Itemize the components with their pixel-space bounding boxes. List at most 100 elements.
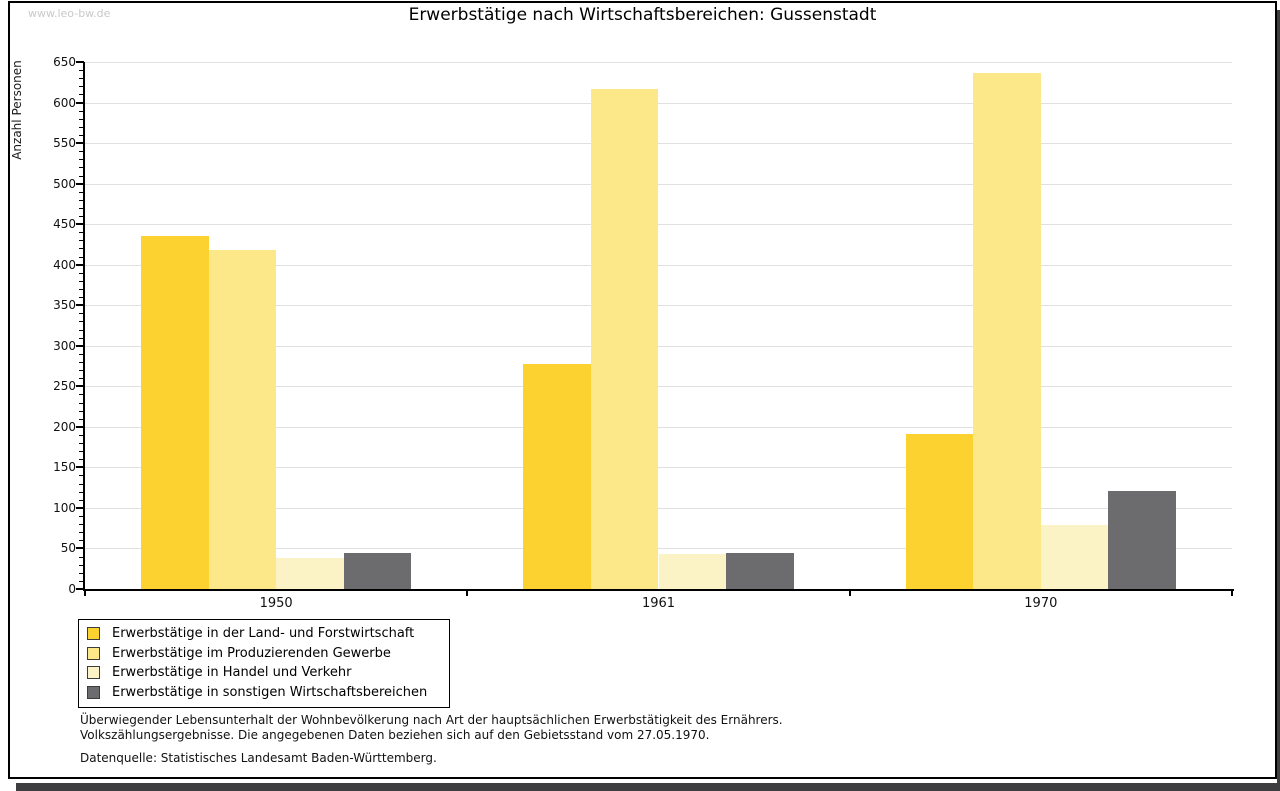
y-tick-major: [76, 223, 84, 226]
y-tick-minor: [79, 199, 84, 201]
x-tick: [466, 591, 469, 596]
gridline: [85, 426, 1232, 428]
watermark: www.leo-bw.de: [28, 7, 111, 20]
gridline: [85, 62, 1232, 63]
y-tick-minor: [79, 564, 84, 566]
y-tick-minor: [79, 248, 84, 250]
y-tick-minor: [79, 86, 84, 88]
y-tick-minor: [79, 313, 84, 315]
y-tick-label: 100: [53, 500, 76, 515]
legend-item-label: Erwerbstätige in Handel und Verkehr: [112, 665, 352, 681]
y-tick-minor: [79, 240, 84, 242]
bar-1950-series2: [208, 250, 277, 589]
y-tick-minor: [79, 434, 84, 436]
y-tick-minor: [79, 443, 84, 445]
bar-1950-series3: [276, 558, 344, 589]
x-tick: [1231, 591, 1233, 596]
y-tick-minor: [79, 370, 84, 372]
bar-1970-series2: [973, 72, 1041, 589]
legend-item: Erwerbstätige in der Land- und Forstwirt…: [87, 624, 441, 644]
y-tick-label: 550: [53, 136, 76, 151]
y-tick-minor: [79, 483, 84, 485]
y-tick-minor: [79, 499, 84, 501]
y-tick-major: [76, 466, 84, 469]
y-tick-major: [76, 304, 84, 307]
y-tick-minor: [79, 94, 84, 96]
y-tick-major: [76, 547, 84, 550]
y-tick-minor: [79, 491, 84, 493]
gridline: [85, 386, 1232, 388]
legend-item: Erwerbstätige in sonstigen Wirtschaftsbe…: [87, 683, 441, 703]
plot-area: [85, 62, 1232, 589]
y-tick-minor: [79, 126, 84, 128]
footnote-line-2: Volkszählungsergebnisse. Die angegebenen…: [80, 727, 710, 742]
y-tick-label: 50: [60, 541, 76, 556]
y-tick-minor: [79, 159, 84, 161]
chart-frame: www.leo-bw.de Erwerbstätige nach Wirtsch…: [8, 1, 1277, 779]
y-tick-minor: [79, 353, 84, 355]
y-tick-label: 200: [53, 419, 76, 434]
x-category-label: 1970: [1024, 596, 1058, 611]
y-tick-minor: [79, 451, 84, 453]
y-tick-label: 250: [53, 379, 76, 394]
gridline: [85, 224, 1232, 226]
y-tick-minor: [79, 572, 84, 574]
y-tick-label: 350: [53, 298, 76, 313]
legend: Erwerbstätige in der Land- und Forstwirt…: [78, 619, 450, 708]
legend-swatch: [87, 627, 100, 641]
y-tick-minor: [79, 134, 84, 136]
legend-item-label: Erwerbstätige im Produzierenden Gewerbe: [112, 645, 391, 661]
y-tick-minor: [79, 475, 84, 477]
x-tick: [848, 591, 851, 596]
y-tick-minor: [79, 524, 84, 526]
bar-1950-series4: [343, 553, 412, 589]
frame-shadow-bottom: [16, 783, 1280, 791]
x-axis-line: [83, 589, 1234, 591]
y-tick-label: 150: [53, 460, 76, 475]
y-tick-minor: [79, 272, 84, 274]
y-tick-major: [76, 344, 84, 347]
y-tick-minor: [79, 394, 84, 396]
footnote: Überwiegender Lebensunterhalt der Wohnbe…: [80, 713, 783, 742]
y-tick-minor: [79, 256, 84, 258]
y-tick-minor: [79, 532, 84, 534]
y-tick-minor: [79, 78, 84, 80]
y-tick-minor: [79, 191, 84, 193]
y-tick-label: 400: [53, 257, 76, 272]
legend-item: Erwerbstätige im Produzierenden Gewerbe: [87, 644, 441, 664]
y-tick-minor: [79, 110, 84, 112]
bar-1970-series4: [1108, 490, 1177, 589]
y-tick-minor: [79, 410, 84, 412]
y-tick-major: [76, 182, 84, 185]
y-tick-minor: [79, 321, 84, 323]
y-tick-minor: [79, 167, 84, 169]
frame-shadow-right: [1277, 10, 1280, 791]
y-axis-line: [83, 62, 85, 591]
y-tick-minor: [79, 378, 84, 380]
y-tick-minor: [79, 402, 84, 404]
chart-title: Erwerbstätige nach Wirtschaftsbereichen:…: [408, 5, 877, 25]
legend-item: Erwerbstätige in Handel und Verkehr: [87, 663, 441, 683]
y-tick-minor: [79, 151, 84, 153]
y-tick-minor: [79, 118, 84, 120]
y-tick-minor: [79, 361, 84, 363]
y-tick-major: [76, 101, 84, 104]
footnote-line-1: Überwiegender Lebensunterhalt der Wohnbe…: [80, 713, 783, 727]
y-tick-minor: [79, 70, 84, 72]
gridline: [85, 345, 1232, 347]
y-tick-major: [76, 61, 84, 63]
gridline: [85, 102, 1232, 104]
bar-1970-series1: [905, 434, 974, 589]
y-tick-minor: [79, 289, 84, 290]
y-axis-label: Anzahl Personen: [10, 60, 24, 160]
y-tick-minor: [79, 232, 84, 234]
x-category-label: 1961: [641, 596, 676, 611]
bar-1961-series1: [523, 363, 591, 589]
y-tick-major: [76, 588, 84, 590]
bar-1961-series4: [726, 552, 794, 589]
y-tick-minor: [79, 280, 84, 282]
y-tick-minor: [79, 556, 84, 558]
legend-swatch: [87, 685, 100, 699]
legend-item-label: Erwerbstätige in der Land- und Forstwirt…: [112, 626, 415, 642]
y-tick-label: 650: [53, 55, 76, 69]
